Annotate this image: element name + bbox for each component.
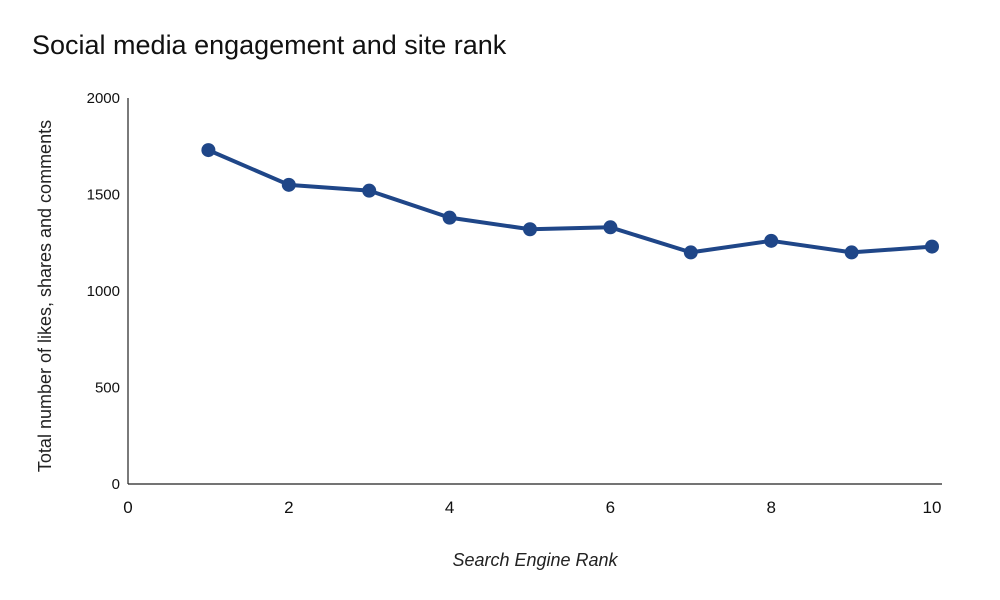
data-point: [362, 183, 377, 198]
data-point: [201, 143, 216, 158]
y-tick-label: 500: [95, 380, 120, 397]
x-axis-ticks: 0 2 4 6 8 10: [123, 498, 941, 517]
series-layer: [201, 143, 939, 260]
y-axis-title: Total number of likes, shares and commen…: [35, 120, 55, 472]
series-line: [207, 148, 933, 255]
x-tick-label: 2: [284, 498, 293, 517]
chart-title: Social media engagement and site rank: [32, 30, 507, 60]
axes: [127, 98, 942, 485]
x-tick-label: 8: [766, 498, 775, 517]
x-tick-label: 6: [606, 498, 615, 517]
data-point: [523, 222, 537, 237]
data-point: [683, 245, 698, 260]
x-axis-title: Search Engine Rank: [452, 550, 618, 570]
data-point: [442, 210, 457, 225]
y-tick-label: 1500: [87, 187, 120, 204]
y-tick-label: 0: [112, 476, 120, 493]
data-point: [764, 233, 779, 248]
x-tick-label: 4: [445, 498, 454, 517]
x-tick-label: 0: [123, 498, 132, 517]
data-point: [281, 177, 296, 192]
y-tick-label: 1000: [87, 283, 120, 300]
data-point: [603, 220, 618, 235]
data-point: [844, 245, 859, 260]
y-axis-ticks: 0 500 1000 1500 2000: [87, 90, 120, 493]
data-point: [925, 239, 939, 254]
x-tick-label: 10: [923, 498, 942, 517]
y-tick-label: 2000: [87, 90, 120, 107]
